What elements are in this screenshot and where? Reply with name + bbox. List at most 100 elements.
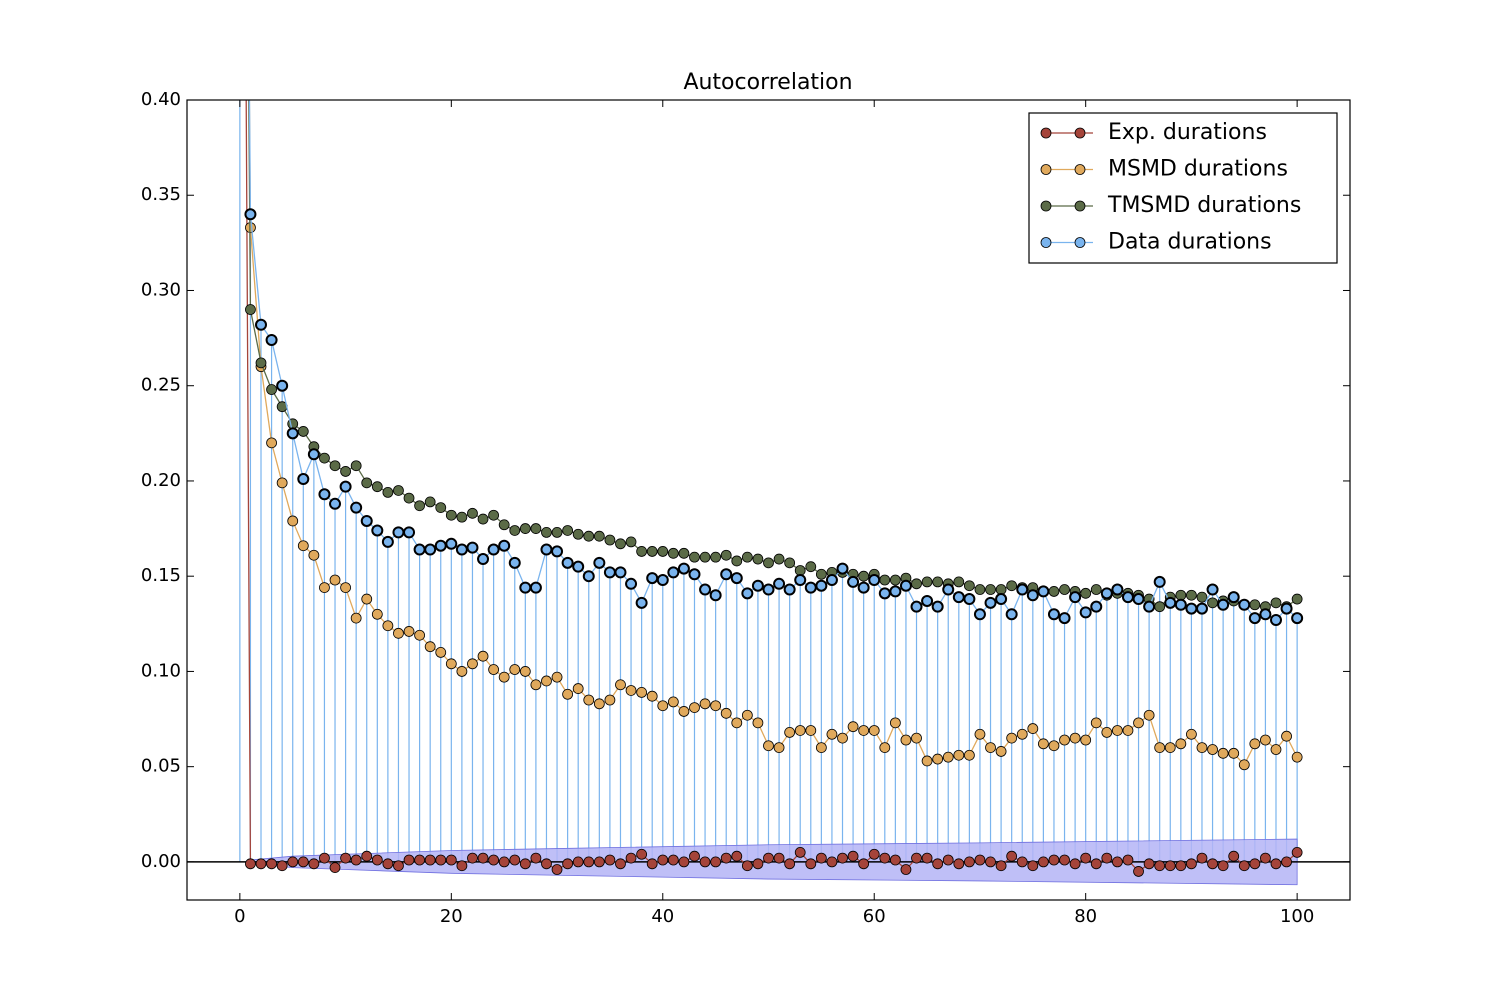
- marker: [1228, 747, 1240, 759]
- marker: [319, 452, 330, 464]
- x-tick-label: 100: [1280, 906, 1314, 927]
- marker: [1280, 602, 1293, 615]
- marker: [636, 546, 648, 557]
- marker: [276, 860, 288, 872]
- marker: [244, 208, 257, 221]
- marker: [392, 526, 405, 539]
- marker: [1027, 723, 1039, 734]
- marker: [593, 698, 605, 710]
- marker: [519, 666, 531, 677]
- marker: [730, 572, 743, 585]
- marker: [889, 585, 902, 598]
- marker: [329, 574, 341, 586]
- marker: [1154, 860, 1166, 872]
- marker: [255, 858, 267, 870]
- marker: [424, 641, 436, 653]
- marker: [921, 594, 934, 607]
- marker: [1186, 728, 1197, 740]
- marker: [689, 551, 700, 563]
- marker: [953, 576, 965, 588]
- marker: [921, 852, 933, 864]
- marker: [561, 556, 574, 569]
- marker: [773, 577, 786, 590]
- marker: [467, 852, 478, 864]
- marker: [1153, 575, 1166, 588]
- marker: [1122, 725, 1134, 736]
- marker: [508, 556, 521, 569]
- marker: [307, 448, 320, 461]
- marker: [350, 854, 362, 866]
- marker: [720, 707, 732, 719]
- marker: [1027, 860, 1039, 872]
- marker: [667, 854, 679, 866]
- marker: [456, 511, 468, 523]
- marker: [889, 574, 901, 586]
- marker: [953, 749, 965, 761]
- marker: [509, 525, 521, 536]
- marker: [847, 850, 859, 862]
- marker: [751, 579, 764, 592]
- marker: [382, 620, 394, 632]
- marker: [1206, 583, 1219, 596]
- marker: [551, 526, 563, 538]
- marker: [868, 848, 880, 860]
- marker: [297, 540, 309, 552]
- marker: [1112, 856, 1123, 868]
- marker: [773, 852, 785, 864]
- marker: [583, 530, 595, 542]
- marker: [995, 593, 1008, 606]
- y-tick-label: 0.35: [141, 184, 181, 205]
- marker: [857, 581, 870, 594]
- marker: [1238, 860, 1250, 872]
- marker: [413, 543, 426, 556]
- marker: [403, 492, 415, 504]
- marker: [837, 732, 848, 744]
- marker: [1069, 732, 1081, 744]
- marker: [1217, 860, 1229, 872]
- marker: [921, 576, 933, 588]
- marker: [286, 427, 299, 440]
- marker: [488, 854, 500, 866]
- marker: [794, 725, 806, 736]
- marker: [424, 854, 436, 866]
- marker: [509, 854, 521, 866]
- marker: [805, 725, 817, 736]
- marker: [1207, 597, 1218, 609]
- marker: [1238, 598, 1251, 611]
- marker: [815, 742, 827, 754]
- marker: [1111, 583, 1124, 596]
- marker: [1101, 726, 1113, 738]
- marker: [1080, 734, 1092, 746]
- marker: [699, 583, 712, 596]
- marker: [265, 334, 278, 346]
- legend-marker: [1074, 200, 1086, 212]
- marker: [889, 717, 901, 729]
- marker: [942, 854, 954, 866]
- marker: [1186, 858, 1197, 870]
- x-tick-label: 80: [1074, 906, 1097, 927]
- marker: [1037, 585, 1050, 598]
- marker: [911, 852, 922, 864]
- marker: [974, 728, 986, 740]
- marker: [562, 525, 574, 536]
- marker: [804, 581, 817, 594]
- marker: [1048, 586, 1060, 597]
- marker: [1259, 608, 1272, 621]
- marker: [784, 726, 796, 738]
- marker: [393, 627, 404, 639]
- marker: [445, 537, 458, 550]
- marker: [805, 858, 817, 870]
- marker: [350, 501, 363, 514]
- marker: [932, 753, 944, 765]
- marker: [858, 570, 870, 582]
- marker: [910, 600, 923, 613]
- marker: [1164, 742, 1176, 754]
- marker: [731, 717, 743, 729]
- marker: [879, 852, 891, 864]
- marker: [371, 608, 383, 620]
- marker: [1154, 601, 1166, 613]
- marker: [636, 686, 648, 698]
- marker: [974, 584, 986, 595]
- marker: [466, 541, 479, 554]
- legend-marker: [1074, 164, 1086, 175]
